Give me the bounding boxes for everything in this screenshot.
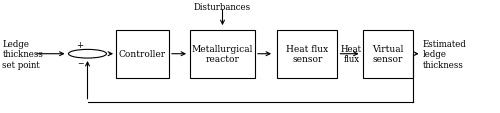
Circle shape xyxy=(68,50,106,59)
Text: Metallurgical
reactor: Metallurgical reactor xyxy=(192,45,253,64)
Bar xyxy=(278,31,338,78)
Bar xyxy=(190,31,255,78)
Text: Virtual
sensor: Virtual sensor xyxy=(372,45,403,64)
Text: Controller: Controller xyxy=(119,50,166,59)
Text: Heat
flux: Heat flux xyxy=(341,45,362,64)
Text: Ledge
thickness
set point: Ledge thickness set point xyxy=(2,39,43,69)
Text: Heat flux
sensor: Heat flux sensor xyxy=(286,45,329,64)
Text: +: + xyxy=(76,41,84,50)
Bar xyxy=(116,31,168,78)
Text: Disturbances: Disturbances xyxy=(194,4,251,12)
Text: Estimated
ledge
thickness: Estimated ledge thickness xyxy=(422,39,467,69)
Bar xyxy=(362,31,412,78)
Text: −: − xyxy=(76,59,84,67)
